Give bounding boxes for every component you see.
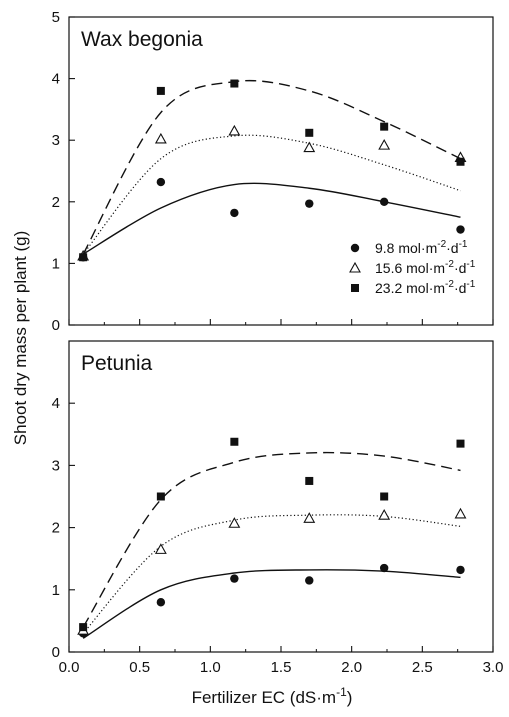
y-tick-label: 1 <box>52 255 60 272</box>
plot-frame <box>68 16 494 326</box>
data-point-open-triangle <box>454 507 467 519</box>
panel-top: 0 1 2 3 4 5 Wax begonia <box>52 9 494 334</box>
data-point-open-triangle <box>303 512 316 523</box>
data-point-filled-square <box>230 437 239 446</box>
y-tick-label: 2 <box>52 194 60 211</box>
panel-bottom: 0 1 2 3 4 0.0 0.5 1.0 1.5 2.0 2.5 3.0 Petunia <box>52 340 504 676</box>
data-point-filled-square <box>305 476 314 485</box>
data-point-filled-square <box>380 492 389 501</box>
y-tick-label: 5 <box>52 9 60 26</box>
y-tick-label: 0 <box>52 644 60 661</box>
fit-line-dashed <box>82 79 461 255</box>
data-point-filled-circle <box>456 225 465 234</box>
data-point-open-triangle <box>154 543 167 554</box>
y-tick-label: 3 <box>52 457 60 474</box>
data-point-filled-square <box>79 623 88 632</box>
data-point-filled-square <box>456 157 465 166</box>
data-point-filled-square <box>156 86 165 95</box>
x-tick-label: 1.5 <box>271 659 292 676</box>
fit-line-dotted <box>82 134 461 255</box>
y-tick-label: 4 <box>52 71 60 88</box>
data-point-open-triangle <box>154 132 167 144</box>
data-point-open-triangle <box>303 141 316 153</box>
legend-label: 23.2 mol·m-2·d-1 <box>375 279 476 296</box>
data-point-filled-circle <box>379 563 389 573</box>
data-point-filled-circle <box>230 208 239 218</box>
data-point-filled-square <box>79 253 88 262</box>
data-point-open-triangle <box>228 517 241 528</box>
x-tick-label: 3.0 <box>483 659 504 676</box>
x-tick-label: 0.5 <box>129 659 150 676</box>
data-point-filled-circle <box>305 199 314 208</box>
fit-line-dotted <box>82 514 461 634</box>
panel-title: Wax begonia <box>81 28 203 51</box>
x-tick-label: 2.0 <box>341 659 362 676</box>
x-tick-label: 1.0 <box>200 659 221 676</box>
fit-line-solid <box>82 569 461 639</box>
data-point-filled-circle <box>156 177 166 187</box>
legend-label: 9.8 mol·m-2·d-1 <box>375 239 468 256</box>
y-tick-label: 4 <box>52 395 60 412</box>
legend: 9.8 mol·m-2·d-1 15.6 mol·m-2·d-1 23.2 mol·… <box>349 239 476 296</box>
data-point-filled-circle <box>230 574 239 583</box>
panel-title: Petunia <box>81 352 153 375</box>
data-point-filled-square <box>230 79 239 88</box>
data-point-filled-circle <box>379 197 389 206</box>
y-tick-label: 0 <box>52 317 60 334</box>
data-point-open-triangle <box>378 509 391 520</box>
y-tick-label: 2 <box>52 520 60 537</box>
data-point-filled-square <box>305 128 314 137</box>
data-point-filled-circle <box>456 565 465 575</box>
x-tick-label: 0.0 <box>59 659 80 676</box>
data-point-filled-square <box>380 122 389 131</box>
data-point-filled-square <box>456 439 465 448</box>
x-tick-label: 2.5 <box>412 659 433 676</box>
y-axis-title: Shoot dry mass per plant (g) <box>11 231 30 445</box>
legend-marker-filled-square <box>351 284 359 292</box>
y-tick-label: 1 <box>52 582 60 599</box>
y-tick-label: 3 <box>52 132 60 149</box>
data-point-filled-square <box>156 492 165 501</box>
data-point-open-triangle <box>378 138 391 150</box>
data-point-filled-circle <box>305 576 314 585</box>
x-axis-title: Fertilizer EC (dS·m-1) <box>192 685 353 707</box>
legend-marker-filled-circle <box>350 243 360 253</box>
fit-line-dashed <box>82 451 461 628</box>
fit-line-solid <box>82 182 461 255</box>
legend-label: 15.6 mol·m-2·d-1 <box>375 259 476 276</box>
data-point-open-triangle <box>228 124 241 136</box>
legend-marker-open-triangle <box>349 261 361 273</box>
data-point-filled-circle <box>156 598 166 607</box>
